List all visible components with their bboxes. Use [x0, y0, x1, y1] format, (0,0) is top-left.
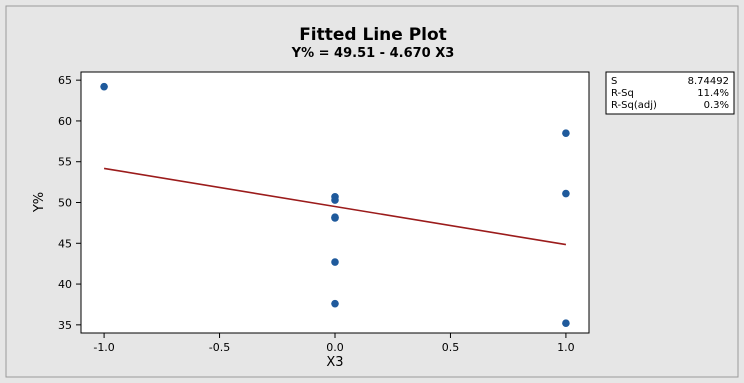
x-axis: -1.0 -0.5 0.0 0.5 1.0 — [93, 333, 575, 354]
stats-label: R-Sq(adj) — [611, 100, 657, 111]
stats-value: 0.3% — [704, 100, 729, 111]
chart-subtitle: Y% = 49.51 - 4.670 X3 — [291, 46, 455, 61]
stats-value: 8.74492 — [688, 76, 729, 87]
data-point — [562, 319, 570, 328]
stats-label: S — [611, 76, 617, 87]
y-tick-label: 60 — [58, 115, 72, 128]
stats-box-frame — [605, 71, 735, 115]
x-axis-label: X3 — [326, 355, 343, 370]
x-tick-label: 0.5 — [442, 341, 460, 354]
data-point — [562, 129, 570, 137]
x-tick-label: 1.0 — [557, 341, 575, 354]
y-tick-label: 35 — [58, 319, 72, 332]
data-point — [331, 258, 339, 266]
fit-line-layer — [103, 167, 567, 246]
chart-title: Fitted Line Plot — [299, 25, 447, 45]
y-tick-label: 40 — [58, 278, 72, 291]
stats-label: R-Sq — [611, 88, 634, 99]
fit-line — [103, 167, 567, 246]
data-point — [100, 82, 108, 91]
y-tick-label: 50 — [58, 197, 72, 210]
data-point — [562, 189, 570, 198]
points-layer — [100, 82, 570, 328]
x-tick-label: 0.0 — [326, 341, 344, 354]
y-axis-label: Y% — [32, 192, 47, 213]
data-point — [331, 299, 339, 308]
y-tick-label: 55 — [58, 156, 72, 169]
y-tick-label: 65 — [58, 74, 72, 87]
y-tick-label: 45 — [58, 237, 72, 250]
data-point — [331, 196, 339, 204]
stats-value: 11.4% — [697, 88, 729, 99]
data-point — [331, 214, 339, 222]
stats-box: S 8.74492 R-Sq 11.4% R-Sq(adj) 0.3% — [605, 71, 735, 115]
figure-border — [5, 5, 739, 378]
x-tick-label: -1.0 — [93, 341, 114, 354]
y-axis: 35 40 45 50 55 60 65 — [58, 74, 81, 332]
x-tick-label: -0.5 — [209, 341, 230, 354]
